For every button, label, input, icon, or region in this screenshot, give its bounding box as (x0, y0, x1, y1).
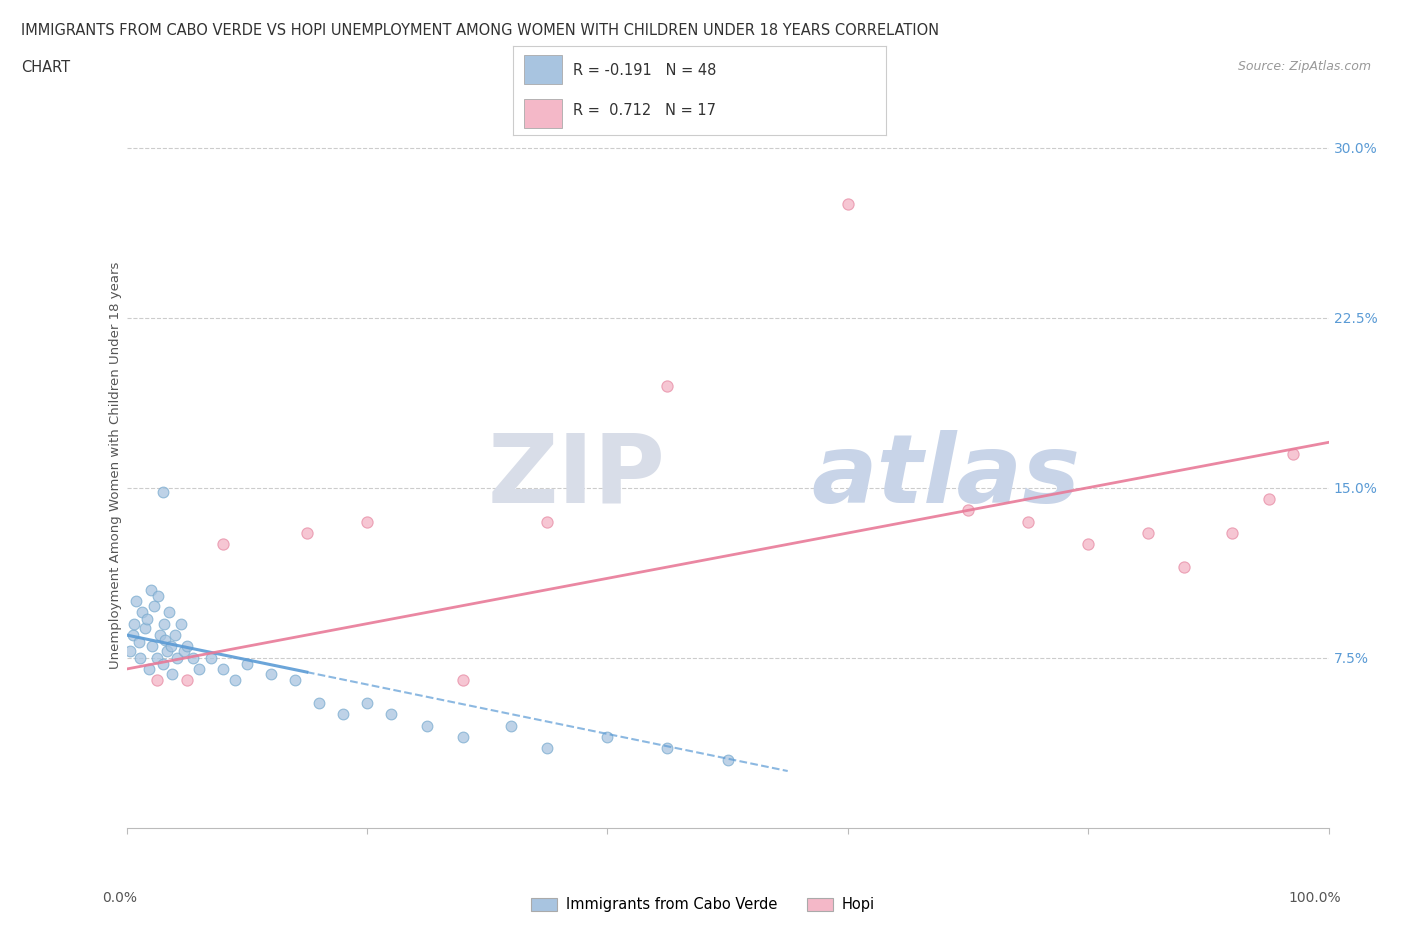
Point (176, 673, 198, 688)
Point (501, 718, 523, 733)
Point (120, 644, 142, 658)
Text: 100.0%: 100.0% (1288, 891, 1341, 905)
Text: R =  0.712   N = 17: R = 0.712 N = 17 (572, 103, 716, 118)
Point (138, 661, 160, 676)
Text: atlas: atlas (811, 430, 1081, 523)
Point (211, 661, 233, 676)
Point (1257, 492, 1279, 507)
Point (145, 673, 167, 688)
Point (451, 729, 474, 744)
Point (121, 628, 143, 643)
Point (152, 657, 174, 671)
Point (153, 632, 176, 647)
Point (152, 485, 174, 499)
Point (536, 514, 558, 529)
Point (134, 621, 156, 636)
Point (163, 628, 186, 643)
Bar (524, 56, 561, 85)
Point (156, 644, 179, 658)
Point (308, 696, 330, 711)
Point (1077, 537, 1099, 551)
Point (356, 696, 378, 711)
Point (1173, 560, 1195, 575)
Point (181, 650, 204, 665)
Point (260, 666, 283, 681)
Point (211, 537, 233, 551)
Point (146, 589, 169, 604)
Point (153, 617, 176, 631)
Point (173, 644, 195, 658)
Point (200, 650, 222, 665)
Point (596, 729, 619, 744)
Point (143, 598, 166, 613)
Point (224, 673, 246, 688)
Point (356, 514, 378, 529)
Point (235, 657, 259, 671)
Y-axis label: Unemployment Among Women with Children Under 18 years: Unemployment Among Women with Children U… (108, 261, 122, 669)
Point (284, 673, 307, 688)
Point (332, 707, 354, 722)
Point (160, 666, 183, 681)
Point (157, 604, 180, 619)
Point (716, 752, 740, 767)
Point (160, 639, 183, 654)
Point (1222, 525, 1244, 540)
Point (295, 525, 318, 540)
Point (139, 582, 162, 597)
Point (657, 379, 679, 393)
Point (837, 197, 859, 212)
Point (141, 639, 163, 654)
Point (169, 617, 191, 631)
Point (166, 650, 188, 665)
Point (149, 628, 172, 643)
Point (125, 593, 148, 608)
Point (380, 707, 402, 722)
Point (1017, 514, 1039, 529)
Text: CHART: CHART (21, 60, 70, 75)
Point (956, 503, 979, 518)
Point (451, 673, 474, 688)
Legend: Immigrants from Cabo Verde, Hopi: Immigrants from Cabo Verde, Hopi (526, 891, 880, 918)
Point (131, 604, 153, 619)
Point (136, 612, 159, 627)
Point (416, 718, 439, 733)
Text: ZIP: ZIP (486, 430, 665, 523)
Point (1137, 525, 1160, 540)
Point (128, 650, 150, 665)
Point (145, 650, 167, 665)
Point (187, 661, 209, 676)
Point (176, 639, 198, 654)
Point (657, 741, 679, 756)
Point (128, 634, 150, 649)
Text: R = -0.191   N = 48: R = -0.191 N = 48 (572, 63, 716, 78)
Point (1281, 446, 1303, 461)
Text: 0.0%: 0.0% (103, 891, 138, 905)
Bar (524, 99, 561, 127)
Text: Source: ZipAtlas.com: Source: ZipAtlas.com (1237, 60, 1371, 73)
Point (536, 741, 558, 756)
Point (122, 617, 145, 631)
Text: IMMIGRANTS FROM CABO VERDE VS HOPI UNEMPLOYMENT AMONG WOMEN WITH CHILDREN UNDER : IMMIGRANTS FROM CABO VERDE VS HOPI UNEMP… (21, 23, 939, 38)
